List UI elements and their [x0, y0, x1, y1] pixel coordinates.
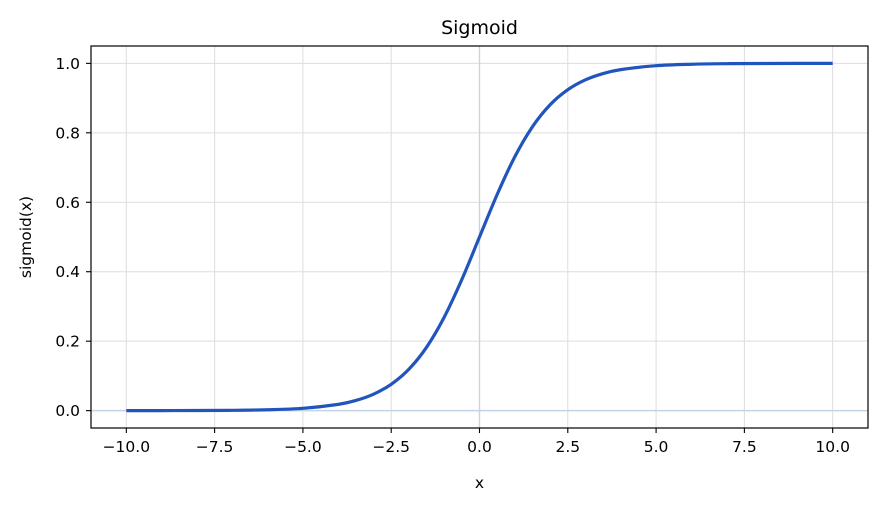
series-line-0 [126, 61, 833, 413]
x-tick-label-3: −2.5 [372, 438, 410, 456]
series-layer [126, 61, 833, 413]
x-axis-label: x [475, 474, 484, 492]
y-tick-label-3: 0.6 [55, 194, 80, 212]
y-tick-label-2: 0.4 [55, 263, 80, 281]
x-tick-label-6: 5.0 [644, 438, 669, 456]
chart-title: Sigmoid [441, 17, 518, 39]
x-axis-ticks: −10.0 −7.5 −5.0 −2.5 0.0 2.5 5.0 7.5 10.0 [103, 428, 850, 456]
y-axis-ticks: 0.0 0.2 0.4 0.6 0.8 1.0 [55, 55, 91, 420]
x-tick-label-5: 2.5 [555, 438, 580, 456]
y-tick-label-5: 1.0 [55, 55, 80, 73]
y-tick-label-4: 0.8 [55, 124, 80, 142]
x-tick-label-4: 0.0 [467, 438, 492, 456]
x-tick-label-8: 10.0 [815, 438, 850, 456]
x-tick-label-0: −10.0 [103, 438, 151, 456]
y-axis-label: sigmoid(x) [17, 196, 35, 278]
y-tick-label-1: 0.2 [55, 333, 80, 351]
x-tick-label-7: 7.5 [732, 438, 757, 456]
x-tick-label-1: −7.5 [196, 438, 234, 456]
y-tick-label-0: 0.0 [55, 402, 80, 420]
x-tick-label-2: −5.0 [284, 438, 322, 456]
